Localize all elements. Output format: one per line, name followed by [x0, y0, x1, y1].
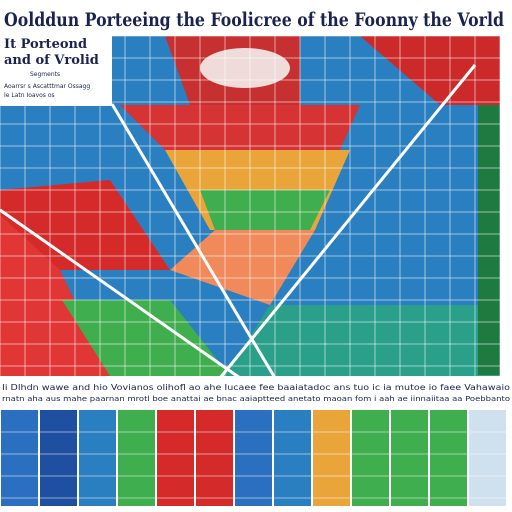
panel — [0, 36, 112, 106]
diagonal — [110, 103, 277, 379]
panel-text: Ie Latn Ioavos os — [4, 92, 55, 99]
red-region — [0, 215, 110, 376]
cell — [469, 410, 506, 506]
red-corner — [360, 36, 500, 105]
banner-text: rnatn aha aus mahe paarnan mrotl boe ana… — [2, 395, 510, 403]
cloud — [200, 48, 290, 88]
green-column — [478, 105, 500, 375]
cell — [196, 410, 233, 506]
green-region — [62, 300, 230, 376]
teal-region — [225, 305, 500, 376]
cell — [40, 410, 77, 506]
cell — [313, 410, 350, 506]
bottom-cells — [1, 410, 506, 506]
title: Oolddun Porteeing the Foolicree of the F… — [4, 9, 504, 31]
cell — [274, 410, 311, 506]
salmon-region — [170, 230, 315, 305]
green-region — [200, 190, 330, 230]
cell — [235, 410, 272, 506]
cell — [352, 410, 389, 506]
cell — [391, 410, 428, 506]
cell — [79, 410, 116, 506]
subtitle: It Porteond — [4, 37, 87, 52]
cell — [1, 410, 38, 506]
panel-text: Aoarrsr s Ascatttmar Ossagg — [4, 83, 90, 90]
subtitle: and of Vrolid — [4, 53, 99, 68]
banner-text: Ii Dlhdn wawe and hio Vovianos olihofl a… — [2, 383, 510, 392]
cell — [118, 410, 155, 506]
cell — [157, 410, 194, 506]
cell — [430, 410, 467, 506]
panel-label: Segments — [30, 71, 60, 78]
diagonal — [218, 64, 477, 379]
